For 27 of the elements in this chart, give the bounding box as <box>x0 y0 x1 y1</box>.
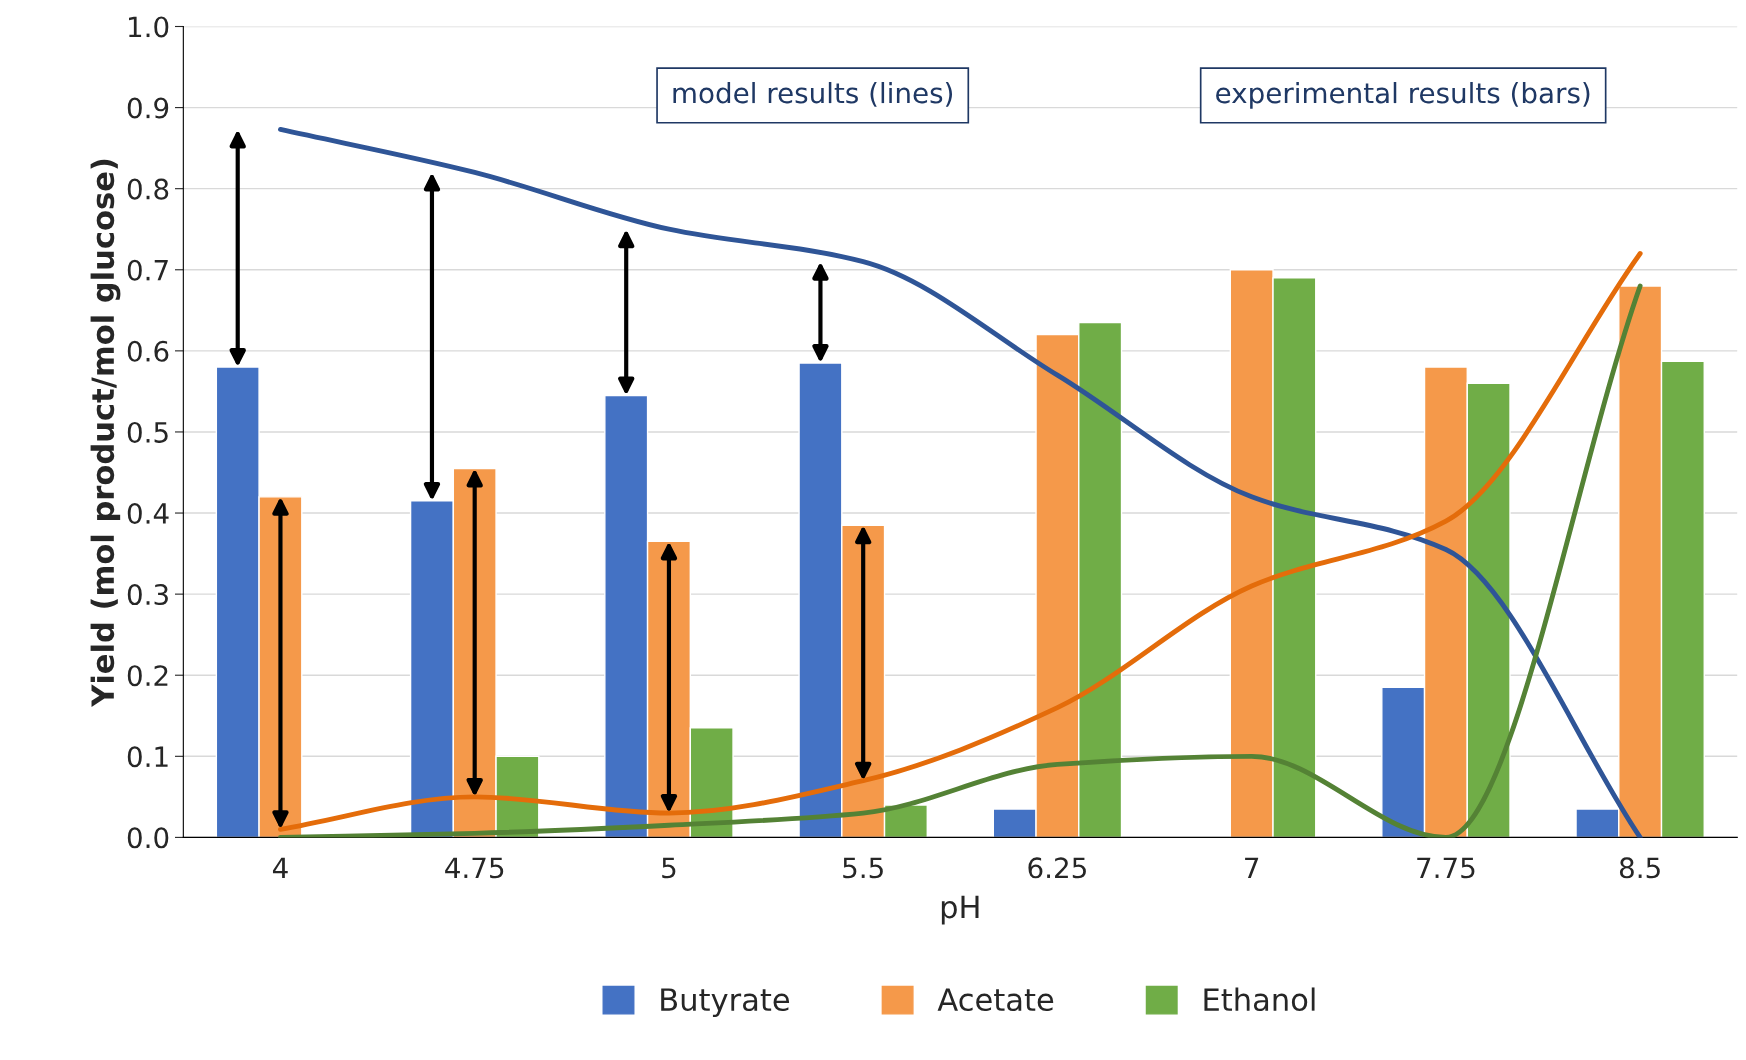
y-tick-label: 0.8 <box>127 178 169 200</box>
y-tick-label: 1.0 <box>129 16 169 38</box>
y-tick-label: 0.0 <box>127 827 169 849</box>
line-series <box>278 127 1643 838</box>
y-tick-label: 0.7 <box>127 259 168 281</box>
x-tick-label: 4 <box>272 857 288 878</box>
legend-label: Ethanol <box>1204 987 1315 1012</box>
y-tick-label: 0.9 <box>127 97 169 119</box>
x-axis-title: pH <box>941 895 979 925</box>
y-tick-label: 0.6 <box>127 340 169 362</box>
y-tick-label: 0.3 <box>127 584 168 606</box>
annotation: experimental results (bars) <box>1216 81 1590 109</box>
legend-label: Butyrate <box>661 988 790 1018</box>
x-tick-label: 7.75 <box>1417 857 1475 879</box>
x-tick-label: 8.5 <box>1619 857 1660 879</box>
y-axis-title: Yield (mol product/mol glucose) <box>90 159 121 708</box>
annotation: model results (lines) <box>673 81 953 107</box>
x-tick-label: 4.75 <box>445 857 504 879</box>
y-tick-label: 0.4 <box>127 502 169 524</box>
x-tick-label: 5.5 <box>843 857 883 879</box>
x-tick-label: 5 <box>662 857 676 879</box>
legend-label: Acetate <box>937 988 1054 1012</box>
x-tick-label: 7 <box>1245 857 1259 878</box>
y-tick-label: 0.2 <box>127 665 168 687</box>
x-tick-label: 6.25 <box>1028 857 1086 879</box>
y-tick-label: 0.5 <box>127 421 168 443</box>
y-tick-label: 0.1 <box>127 746 168 768</box>
